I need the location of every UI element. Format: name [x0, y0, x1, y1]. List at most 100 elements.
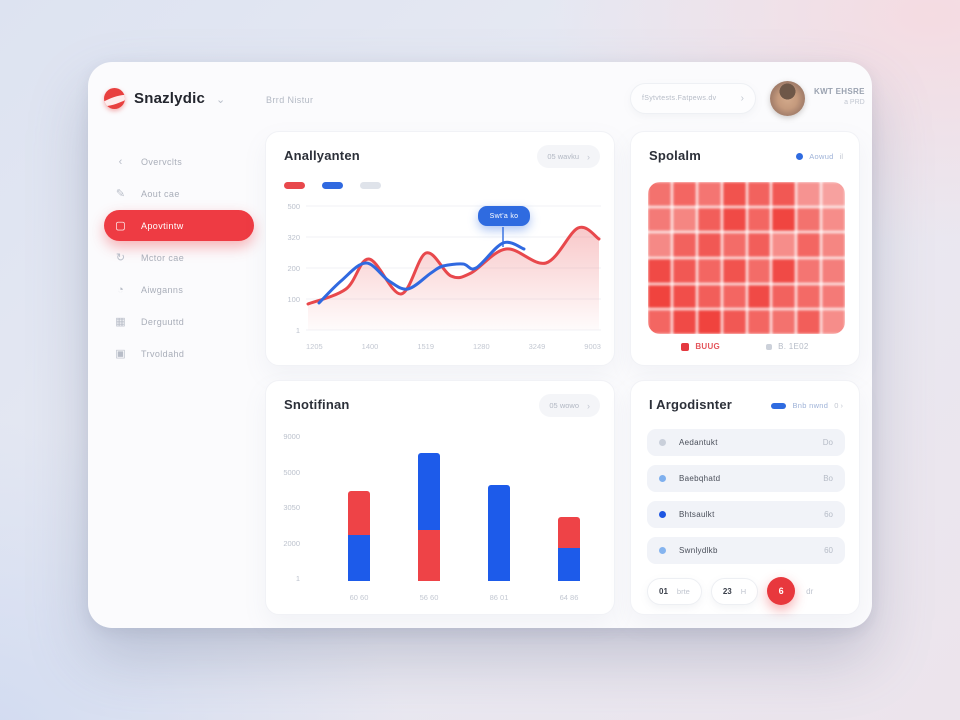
- heat-cell: [697, 258, 721, 283]
- red-series-area: [308, 227, 599, 330]
- line-card-dropdown-label: 05 wavku: [547, 152, 579, 161]
- line-y-tick: 320: [287, 233, 300, 242]
- bar-x-tick: 56 60: [419, 593, 439, 602]
- page-word: brte: [676, 586, 690, 596]
- pagination-trailing: dr: [806, 586, 814, 596]
- bar-segment-red: [418, 530, 440, 581]
- sidebar-item-label: Overvclts: [141, 156, 183, 167]
- blue-dot-icon: [796, 153, 804, 160]
- calendar-icon: ▣: [115, 348, 126, 360]
- brand-name: Snazlydic: [134, 90, 205, 107]
- sidebar-item-aiwganns[interactable]: ◔ Aiwganns: [104, 274, 254, 305]
- heat-cell: [772, 207, 796, 232]
- heat-cell: [747, 233, 771, 257]
- sidebar-item-label: Trvoldahd: [141, 348, 185, 359]
- clock-icon: ◔: [117, 283, 124, 296]
- blue-pill-icon: [771, 402, 787, 409]
- chevron-right-icon: ›: [587, 151, 590, 162]
- bar-segment-blue: [488, 485, 510, 581]
- heat-cell: [648, 258, 671, 283]
- line-x-axis: 1205 1400 1519 1280 3249 9003: [306, 342, 601, 351]
- heat-cell: [747, 284, 771, 309]
- heatmap-wrap: [648, 182, 845, 334]
- heat-cell: [648, 182, 671, 206]
- list-card: I Argodisnter Bnb nwnd 0 › Aedantukt Do Ba…: [630, 380, 860, 615]
- pagination-pill-1[interactable]: 01 brte: [647, 577, 702, 605]
- pagination: 01 brte 23 H 6 dr: [647, 577, 845, 605]
- heat-cell: [822, 233, 845, 257]
- heat-cell: [648, 284, 671, 309]
- sidebar-item-trvoldahd[interactable]: ▣ Trvoldahd: [104, 338, 254, 369]
- heat-cell: [822, 182, 845, 206]
- heat-cell: [672, 284, 696, 309]
- legend-swatch-0: [284, 182, 305, 189]
- bar-card-dropdown[interactable]: 05 wowo ›: [539, 394, 600, 417]
- heatmap-meta-label: Aowud: [809, 152, 834, 161]
- sidebar-item-label: Aiwganns: [141, 284, 184, 295]
- list-card-title: I Argodisnter: [649, 397, 733, 412]
- line-chart-legend: [284, 182, 381, 189]
- heat-cell: [797, 310, 821, 334]
- list-item-aedantukt[interactable]: Aedantukt Do: [647, 429, 845, 456]
- heatmap-legend-left: BUUG: [681, 342, 720, 351]
- list-item-bhtsaulkt[interactable]: Bhtsaulkt 6o: [647, 501, 845, 528]
- bar-chart: 60 60 56 60 86 01 64 86: [306, 381, 601, 616]
- heat-cell: [672, 182, 696, 206]
- sidebar-item-aout-cae[interactable]: ✎ Aout cae: [104, 178, 254, 209]
- list-item-label: Aedantukt: [679, 438, 718, 447]
- gray-square-icon: [766, 343, 773, 350]
- heatmap-legend: BUUG B. 1E02: [631, 342, 859, 351]
- heat-cell: [772, 310, 796, 334]
- line-card-dropdown[interactable]: 05 wavku ›: [537, 145, 600, 168]
- sidebar: ‹ Overvclts ✎ Aout cae ▢ Apovtintw ↻ Mctor cae ◔…: [104, 146, 254, 369]
- heatmap-meta-extra: il: [839, 152, 843, 161]
- heat-cell: [772, 284, 796, 309]
- bar-86-01: [488, 485, 510, 581]
- heat-cell: [722, 310, 746, 334]
- heat-cell: [648, 207, 671, 232]
- bar-chart-card: Snotifinan 05 wowo › 9000 5000 3050 2000 1 6…: [265, 380, 615, 615]
- sidebar-item-apovtintw[interactable]: ▢ Apovtintw: [104, 210, 254, 241]
- heat-cell: [772, 258, 796, 283]
- sidebar-item-derguuttd[interactable]: ▦ Derguuttd: [104, 306, 254, 337]
- grid-icon: ▦: [115, 316, 126, 328]
- heat-cell: [672, 207, 696, 232]
- heat-cell: [722, 207, 746, 232]
- heat-cell: [648, 310, 671, 334]
- line-x-tick: 1519: [417, 342, 434, 351]
- sidebar-item-overvclts[interactable]: ‹ Overvclts: [104, 146, 254, 177]
- pagination-pill-2[interactable]: 23 H: [710, 577, 759, 605]
- heatmap-card-meta[interactable]: Aowud il: [796, 152, 843, 161]
- heat-cell: [697, 310, 721, 334]
- bar-card-dropdown-label: 05 wowo: [549, 401, 579, 410]
- app-window: Snazlydic ⌄ Brrd Nistur fSytvtests.Fatpe…: [88, 62, 872, 628]
- avatar[interactable]: [770, 81, 805, 116]
- list-item-value: Do: [822, 438, 833, 447]
- list-item-baebqhatd[interactable]: Baebqhatd Bo: [647, 465, 845, 492]
- bar-segment-blue: [348, 534, 370, 581]
- line-x-tick: 1280: [472, 342, 490, 351]
- bar-segment-blue: [558, 547, 580, 581]
- sidebar-item-label: Aout cae: [141, 188, 180, 199]
- line-x-tick: 3249: [528, 342, 546, 351]
- bar-y-tick: 3050: [283, 503, 300, 512]
- pagination-active-page[interactable]: 6: [767, 577, 796, 605]
- heatmap-card: Spolalm Aowud il BUUG B. 1E02: [630, 131, 860, 366]
- status-dot-icon: [659, 547, 666, 554]
- bar-y-tick: 1: [295, 574, 300, 583]
- chevron-down-icon[interactable]: ⌄: [216, 94, 226, 106]
- page-word: H: [740, 586, 747, 596]
- bar-64-86: [558, 517, 580, 581]
- legend-swatch-1: [322, 182, 343, 189]
- list-card-meta[interactable]: Bnb nwnd 0 ›: [771, 401, 843, 410]
- heat-cell: [822, 284, 845, 309]
- bar-card-title: Snotifinan: [284, 397, 350, 412]
- sidebar-item-mctor-cae[interactable]: ↻ Mctor cae: [104, 242, 254, 273]
- heatmap-legend-right-label: B. 1E02: [778, 342, 809, 351]
- list-item-swnlydlkb[interactable]: Swnlydlkb 60: [647, 537, 845, 564]
- brand-logo[interactable]: Snazlydic: [104, 88, 205, 109]
- heat-cell: [672, 233, 696, 257]
- heat-cell: [722, 258, 746, 283]
- heat-cell: [822, 310, 845, 334]
- search-input[interactable]: fSytvtests.Fatpews.dv ›: [630, 83, 756, 114]
